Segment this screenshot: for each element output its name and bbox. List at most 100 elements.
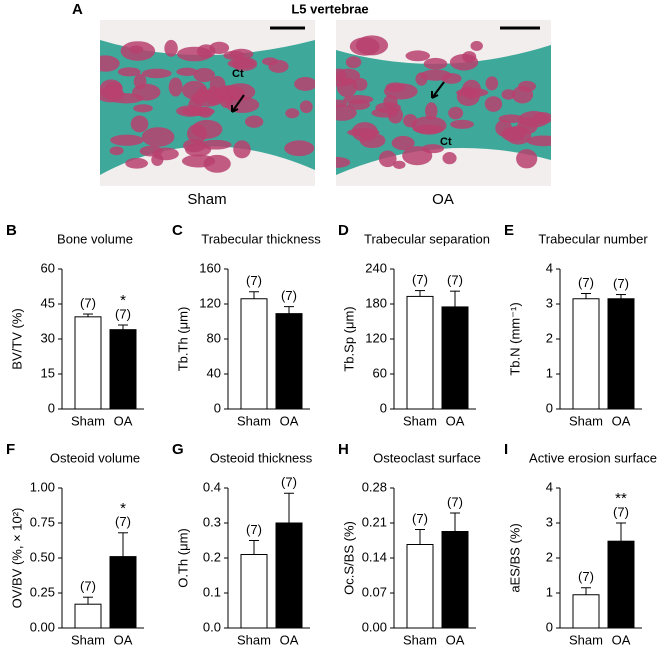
tissue bbox=[448, 106, 464, 120]
tissue bbox=[501, 89, 516, 100]
tissue bbox=[133, 104, 153, 113]
significance: * bbox=[120, 500, 126, 517]
bar bbox=[441, 531, 469, 629]
y-tick-label: 120 bbox=[365, 330, 387, 345]
tissue bbox=[345, 56, 362, 69]
y-tick-label: 0 bbox=[380, 400, 387, 415]
tissue bbox=[485, 76, 499, 91]
n-label: (7) bbox=[115, 514, 131, 529]
tissue bbox=[100, 79, 123, 100]
x-tick-label: Sham bbox=[569, 413, 603, 428]
tissue bbox=[511, 85, 534, 104]
tissue bbox=[349, 37, 380, 56]
tissue bbox=[164, 39, 178, 57]
panel-label: B bbox=[6, 222, 17, 239]
tissue bbox=[203, 154, 231, 173]
x-tick-label: OA bbox=[114, 632, 133, 645]
x-tick-label: Sham bbox=[403, 632, 437, 645]
panel-label: H bbox=[338, 441, 349, 458]
y-axis-label: BV/TV (%) bbox=[9, 308, 24, 369]
bar bbox=[275, 522, 303, 629]
y-tick-label: 30 bbox=[41, 330, 55, 345]
y-tick-label: 0.50 bbox=[30, 549, 55, 564]
panel-label: A bbox=[72, 1, 83, 18]
image-annotation: Ct bbox=[232, 68, 244, 80]
tissue bbox=[383, 94, 398, 109]
tissue bbox=[294, 77, 315, 91]
panel-title: L5 vertebrae bbox=[291, 1, 368, 16]
tissue bbox=[449, 53, 479, 71]
y-tick-label: 0.0 bbox=[203, 619, 221, 634]
x-tick-label: OA bbox=[280, 413, 299, 428]
bar bbox=[406, 295, 434, 410]
tissue bbox=[470, 40, 483, 52]
y-tick-label: 0.00 bbox=[30, 619, 55, 634]
panel-label: E bbox=[504, 222, 514, 239]
significance: * bbox=[120, 292, 126, 309]
x-tick-label: OA bbox=[612, 413, 631, 428]
tissue bbox=[176, 67, 198, 76]
tissue bbox=[176, 46, 213, 62]
bar bbox=[572, 298, 600, 410]
y-tick-label: 0.4 bbox=[203, 479, 221, 494]
bar bbox=[109, 556, 137, 629]
n-label: (7) bbox=[447, 273, 463, 288]
y-tick-label: 80 bbox=[207, 330, 221, 345]
tissue bbox=[336, 156, 351, 168]
tissue bbox=[393, 160, 406, 169]
tissue bbox=[110, 134, 144, 146]
bar bbox=[572, 594, 600, 629]
x-tick-label: OA bbox=[114, 413, 133, 428]
n-label: (7) bbox=[613, 504, 629, 519]
y-tick-label: 4 bbox=[546, 479, 553, 494]
n-label: (7) bbox=[115, 306, 131, 321]
tissue bbox=[526, 135, 551, 147]
tissue bbox=[495, 119, 513, 137]
y-tick-label: 0 bbox=[214, 400, 221, 415]
tissue bbox=[109, 146, 124, 156]
bar bbox=[74, 603, 102, 629]
y-tick-label: 0.2 bbox=[203, 549, 221, 564]
y-tick-label: 0.25 bbox=[30, 584, 55, 599]
y-tick-label: 0 bbox=[48, 400, 55, 415]
x-tick-label: OA bbox=[446, 632, 465, 645]
n-label: (7) bbox=[412, 511, 428, 526]
tissue bbox=[244, 115, 264, 128]
tissue bbox=[141, 68, 172, 79]
n-label: (7) bbox=[246, 273, 262, 288]
y-tick-label: 0 bbox=[546, 400, 553, 415]
chart-title: Osteoid thickness bbox=[210, 450, 313, 465]
tissue bbox=[125, 157, 148, 169]
tissue bbox=[378, 150, 397, 168]
tissue bbox=[484, 96, 503, 112]
y-tick-label: 0.21 bbox=[362, 514, 387, 529]
panel-label: G bbox=[172, 441, 184, 458]
n-label: (7) bbox=[578, 275, 594, 290]
tissue bbox=[353, 77, 368, 91]
bar bbox=[607, 298, 635, 410]
panel-label: I bbox=[504, 441, 508, 458]
bar bbox=[607, 540, 635, 629]
tissue bbox=[371, 108, 399, 118]
y-axis-label: Tb.N (mm⁻¹) bbox=[507, 302, 522, 375]
chart-title: Bone volume bbox=[57, 231, 133, 246]
y-tick-label: 240 bbox=[365, 260, 387, 275]
y-tick-label: 4 bbox=[546, 260, 553, 275]
arrow bbox=[431, 81, 445, 99]
bar bbox=[275, 313, 303, 410]
y-axis-label: Oc.S/BS (%) bbox=[341, 521, 356, 595]
chart-title: Trabecular thickness bbox=[201, 231, 321, 246]
n-label: (7) bbox=[447, 494, 463, 509]
y-axis-label: Tb.Th (μm) bbox=[175, 307, 190, 372]
tissue bbox=[285, 108, 300, 119]
tissue bbox=[129, 45, 144, 54]
tissue bbox=[403, 113, 418, 128]
tissue bbox=[415, 72, 428, 86]
tissue bbox=[133, 73, 147, 90]
tissue bbox=[336, 68, 361, 84]
bar bbox=[240, 554, 268, 629]
n-label: (7) bbox=[613, 276, 629, 291]
tissue bbox=[405, 50, 430, 62]
